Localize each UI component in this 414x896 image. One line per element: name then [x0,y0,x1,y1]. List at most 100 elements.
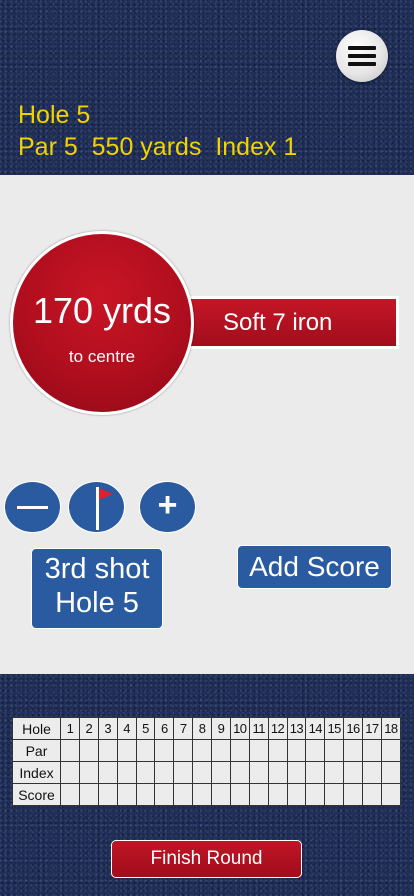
scorecard-cell [173,739,194,762]
flag-button[interactable] [68,481,125,533]
scorecard-cell [154,761,175,784]
scorecard-cell [154,739,175,762]
distance-subtitle: to centre [68,347,136,366]
scorecard-cell [173,761,194,784]
scorecard-cell [78,739,99,762]
scorecard-row-label: Score [12,783,61,806]
scorecard-cell [192,761,212,784]
plus-icon: + [157,486,178,524]
scorecard-cell [60,739,80,762]
scorecard-cell[interactable] [192,783,212,806]
scorecard-cell [211,739,231,762]
scorecard-cell [116,761,137,784]
distance-circle: 170 yrds to centre [10,231,194,415]
scorecard-cell [116,739,137,762]
hole-info: Par 5 550 yards Index 1 [18,133,298,161]
scorecard-cell[interactable] [267,783,288,806]
scorecard-cell[interactable] [78,783,99,806]
scorecard-cell [324,739,345,762]
scorecard-hole-number: 18 [380,717,402,740]
scorecard-cell[interactable] [154,783,175,806]
scorecard-hole-number: 17 [362,717,382,740]
add-score-button[interactable]: Add Score [237,545,392,589]
scorecard-cell[interactable] [116,783,137,806]
finish-round-button[interactable]: Finish Round [111,840,302,878]
scorecard-hole-number: 4 [116,717,137,740]
scorecard-cell [97,739,118,762]
scorecard-hole-number: 10 [229,717,250,740]
scorecard-cell [286,761,307,784]
scorecard-hole-number: 3 [97,717,118,740]
header-panel: Hole 5 Par 5 550 yards Index 1 [0,0,414,175]
scorecard-cell[interactable] [248,783,269,806]
scorecard-hole-number: 13 [286,717,307,740]
scorecard-cell [135,761,156,784]
scorecard-cell [248,761,269,784]
scorecard-cell [380,761,402,784]
flag-pole [96,487,99,530]
scorecard-cell [135,739,156,762]
scorecard-cell [362,761,382,784]
hole-title: Hole 5 [18,101,91,129]
scorecard-cell [229,739,250,762]
scorecard-hole-number: 14 [305,717,326,740]
scorecard-cell [60,761,80,784]
scorecard-row-par: Par [12,739,402,762]
scorecard-hole-number: 8 [192,717,212,740]
scorecard-cell [267,761,288,784]
distance-value: 170 yrds [32,290,172,331]
scorecard-cell[interactable] [324,783,345,806]
scorecard-cell[interactable] [362,783,382,806]
scorecard-hole-number: 7 [173,717,194,740]
scorecard-cell [305,739,326,762]
increase-button[interactable]: + [139,481,196,533]
scorecard-cell [286,739,307,762]
scorecard-cell[interactable] [211,783,231,806]
shot-hole: Hole 5 [55,587,139,619]
shot-info-button[interactable]: 3rd shot Hole 5 [31,548,163,629]
scorecard-cell[interactable] [60,783,80,806]
scorecard-hole-number: 15 [324,717,345,740]
flag-cloth [99,488,113,500]
scorecard-hole-number: 16 [343,717,363,740]
scorecard-cell[interactable] [343,783,363,806]
scorecard-cell[interactable] [286,783,307,806]
scorecard-hole-number: 1 [60,717,80,740]
scorecard-cell [248,739,269,762]
menu-bar [348,46,376,50]
scorecard-cell [380,739,402,762]
scorecard-cell [229,761,250,784]
menu-bar [348,54,376,58]
scorecard-row-index: Index [12,761,402,784]
menu-bar [348,62,376,66]
scorecard-cell[interactable] [380,783,402,806]
scorecard-cell [211,761,231,784]
scorecard-cell[interactable] [305,783,326,806]
scorecard-cell [324,761,345,784]
scorecard-cell [192,739,212,762]
scorecard-cell[interactable] [97,783,118,806]
scorecard-cell[interactable] [135,783,156,806]
decrease-button[interactable] [4,481,61,533]
scorecard-cell [305,761,326,784]
scorecard-cell [97,761,118,784]
scorecard-row-hole: Hole 1 2 3 4 5 6 7 8 9 10 11 12 13 14 15 16 17 18 [12,717,402,740]
hamburger-menu-icon[interactable] [336,30,388,82]
scorecard-row-score: Score [12,783,402,806]
scorecard-hole-number: 6 [154,717,175,740]
scorecard-hole-number: 5 [135,717,156,740]
scorecard-cell [343,761,363,784]
scorecard-hole-number: 12 [267,717,288,740]
scorecard-cell [267,739,288,762]
scorecard-cell [78,761,99,784]
scorecard-cell [343,739,363,762]
minus-icon [17,506,48,509]
scorecard-hole-number: 9 [211,717,231,740]
scorecard-row-label: Par [12,739,61,762]
scorecard: Hole 1 2 3 4 5 6 7 8 9 10 11 12 13 14 15 16 17 18 Par Index S… [12,717,402,806]
scorecard-cell[interactable] [173,783,194,806]
scorecard-cell[interactable] [229,783,250,806]
club-recommendation: Soft 7 iron [186,296,399,349]
scorecard-row-label: Hole [12,717,61,740]
scorecard-cell [362,739,382,762]
